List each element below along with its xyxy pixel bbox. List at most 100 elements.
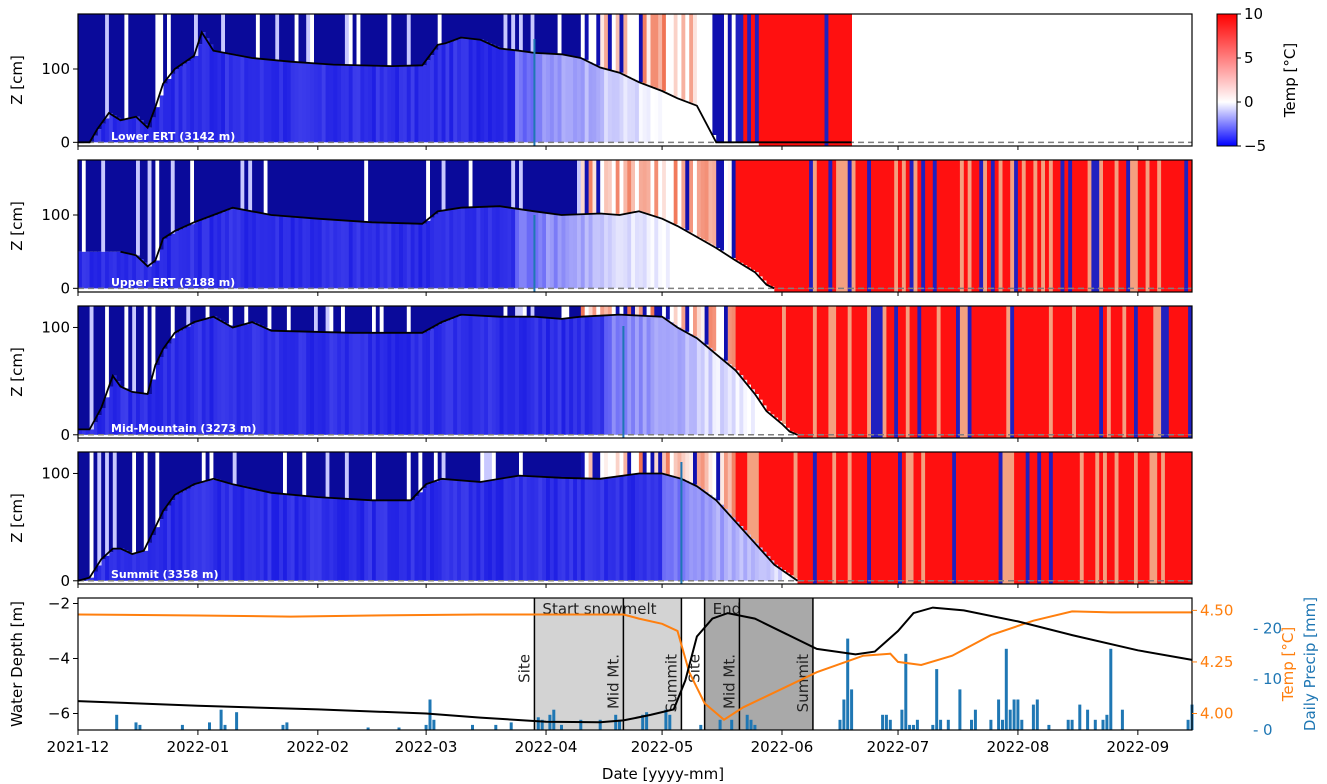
panel-frame <box>77 159 1193 293</box>
air-cell <box>484 452 489 482</box>
ground-cell <box>1079 434 1085 438</box>
air-cell <box>1176 160 1181 289</box>
air-cell <box>139 452 145 552</box>
snow-cell <box>267 59 272 143</box>
air-cell <box>739 14 744 143</box>
precip-bar <box>904 653 908 730</box>
precip-bar <box>1105 714 1109 730</box>
air-cell <box>325 306 330 333</box>
snow-cell <box>650 473 655 581</box>
ground-cell <box>1188 434 1193 438</box>
snow-cell <box>549 477 555 581</box>
ground-cell <box>936 434 941 438</box>
air-cell <box>372 452 377 501</box>
air-cell <box>190 452 195 487</box>
air-cell <box>147 160 152 267</box>
snow-cell <box>120 386 125 435</box>
air-cell <box>391 306 396 333</box>
air-cell <box>561 452 566 478</box>
snow-cell <box>766 411 771 435</box>
air-cell <box>290 306 295 332</box>
air-cell <box>1052 452 1058 581</box>
ground-cell <box>871 434 876 438</box>
air-cell <box>874 452 880 581</box>
ground-cell <box>1033 288 1038 292</box>
air-cell <box>1110 452 1116 581</box>
ground-cell <box>805 580 810 584</box>
site-label: Summit (3358 m) <box>111 568 219 581</box>
snow-cell <box>542 476 547 581</box>
snow-cell <box>472 481 477 581</box>
snow-cell <box>155 260 160 289</box>
air-cell <box>391 160 396 223</box>
air-cell <box>584 452 589 479</box>
ground-cell <box>1099 288 1104 292</box>
ground-cell <box>1025 580 1030 584</box>
precip-bar <box>579 719 583 730</box>
air-cell <box>236 14 241 56</box>
air-cell <box>596 160 601 214</box>
snow-cell <box>225 210 230 289</box>
ground-cell <box>832 142 837 146</box>
snow-cell <box>754 272 760 289</box>
ground-cell <box>812 288 818 292</box>
snow-cell <box>310 218 315 289</box>
air-cell <box>952 306 957 435</box>
air-cell <box>515 306 520 317</box>
air-cell <box>1056 452 1061 581</box>
air-cell <box>1041 452 1046 581</box>
air-cell <box>886 160 891 289</box>
snow-cell <box>704 120 709 143</box>
ground-cell <box>994 288 999 292</box>
air-cell <box>681 452 686 479</box>
air-cell <box>983 160 988 289</box>
air-cell <box>994 452 999 581</box>
air-cell <box>352 452 357 500</box>
air-cell <box>638 452 644 474</box>
air-cell <box>310 160 315 219</box>
air-cell <box>1149 306 1154 435</box>
air-cell <box>871 160 876 289</box>
air-cell <box>522 160 528 210</box>
air-cell <box>607 306 613 316</box>
air-cell <box>673 14 678 97</box>
precip-bar <box>1004 648 1008 730</box>
snow-cell <box>696 105 702 143</box>
ground-cell <box>967 288 972 292</box>
air-cell <box>1014 306 1019 435</box>
snow-cell <box>391 66 396 143</box>
air-cell <box>236 306 241 327</box>
air-cell <box>352 160 357 221</box>
air-cell <box>754 14 760 143</box>
snow-cell <box>108 386 114 435</box>
air-cell <box>519 306 524 317</box>
snow-cell <box>530 52 535 143</box>
air-cell <box>1021 160 1027 289</box>
ground-cell <box>766 142 771 146</box>
air-cell <box>217 14 222 52</box>
air-cell <box>650 14 655 87</box>
ground-cell <box>1168 434 1174 438</box>
snow-cell <box>627 315 632 435</box>
air-cell <box>317 452 323 498</box>
snow-cell <box>472 38 477 143</box>
air-cell <box>422 306 427 333</box>
air-cell <box>631 14 636 79</box>
snow-cell <box>549 318 555 435</box>
air-cell <box>1060 160 1065 289</box>
air-cell <box>360 452 365 500</box>
precip-tick: - <box>1253 721 1258 739</box>
snow-cell <box>600 67 605 143</box>
snow-cell <box>197 321 203 435</box>
air-cell <box>414 14 419 66</box>
air-cell <box>913 160 918 289</box>
snow-cell <box>360 332 365 435</box>
snow-cell <box>437 324 442 435</box>
x-tick-label: 2022-03 <box>395 738 458 756</box>
ground-cell <box>956 434 961 438</box>
air-cell <box>917 306 922 435</box>
air-cell <box>283 160 288 216</box>
snow-cell <box>731 367 736 435</box>
air-cell <box>433 160 439 215</box>
ground-cell <box>913 434 918 438</box>
